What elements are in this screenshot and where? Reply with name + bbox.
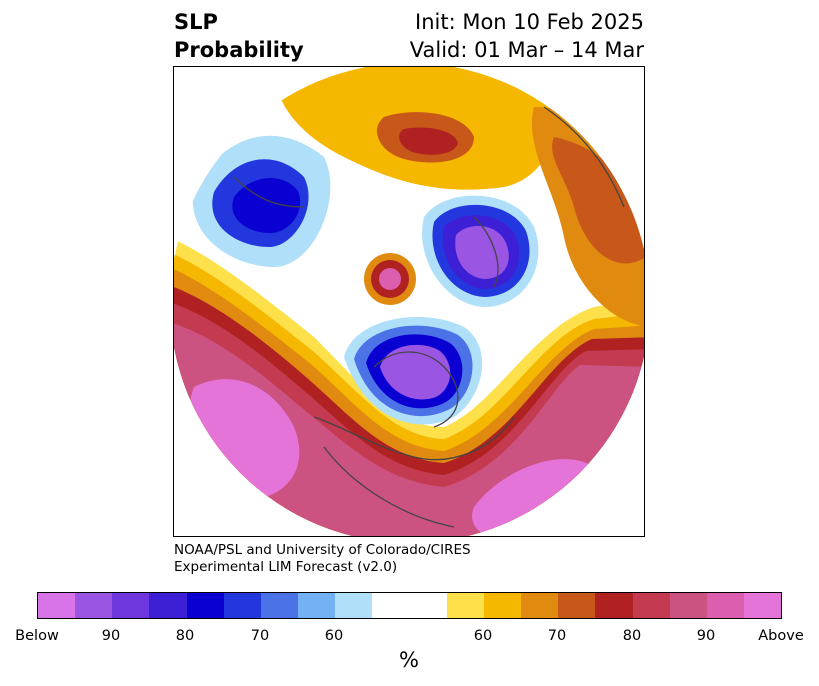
colorbar-unit: % [399, 648, 419, 672]
colorbar-segment [372, 593, 410, 618]
credit-text: NOAA/PSL and University of Colorado/CIRE… [174, 542, 471, 576]
map-title-right: Init: Mon 10 Feb 2025 Valid: 01 Mar – 14… [410, 8, 644, 64]
colorbar-segment [706, 593, 744, 618]
colorbar-segment [558, 593, 596, 618]
colorbar-segment [38, 593, 76, 618]
colorbar-segment [223, 593, 261, 618]
colorbar-segment [521, 593, 559, 618]
colorbar-segment [112, 593, 150, 618]
colorbar-tick-label: 80 [622, 628, 642, 644]
credit-line2: Experimental LIM Forecast (v2.0) [174, 559, 398, 575]
colorbar-segment [632, 593, 670, 618]
colorbar-tick-label: 90 [696, 628, 716, 644]
colorbar-tick-label: 60 [473, 628, 493, 644]
colorbar-segment [446, 593, 484, 618]
colorbar-segment [595, 593, 633, 618]
colorbar-segment [260, 593, 299, 618]
colorbar-tick-label: 80 [175, 628, 195, 644]
credit-line1: NOAA/PSL and University of Colorado/CIRE… [174, 542, 471, 558]
colorbar-segment [298, 593, 336, 618]
colorbar-tick-label: 60 [324, 628, 344, 644]
colorbar-segment [409, 593, 447, 618]
colorbar-tick-label: 70 [547, 628, 567, 644]
coastlines [233, 106, 625, 528]
valid-range: Valid: 01 Mar – 14 Mar [409, 38, 644, 62]
title-variable: SLP [174, 10, 218, 34]
colorbar [37, 592, 782, 619]
colorbar-tick-label: Above [758, 628, 804, 644]
init-date: Init: Mon 10 Feb 2025 [415, 10, 644, 34]
map-panel [173, 66, 645, 537]
title-quantity: Probability [174, 38, 304, 62]
colorbar-segment [149, 593, 187, 618]
colorbar-segment [743, 593, 782, 618]
colorbar-segment [483, 593, 522, 618]
colorbar-segment [669, 593, 707, 618]
map-title-left: SLP Probability [174, 8, 304, 64]
polar-map [174, 67, 644, 536]
colorbar-segment [186, 593, 224, 618]
colorbar-tick-label: 90 [101, 628, 121, 644]
colorbar-segment [335, 593, 373, 618]
colorbar-tick-label: 70 [250, 628, 270, 644]
colorbar-tick-label: Below [15, 628, 59, 644]
colorbar-segment [75, 593, 113, 618]
